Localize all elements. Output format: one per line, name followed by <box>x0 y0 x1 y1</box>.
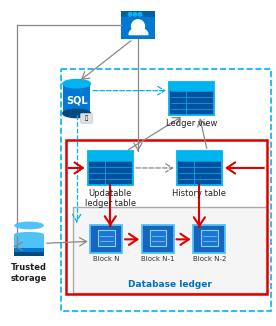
FancyBboxPatch shape <box>14 234 44 248</box>
FancyBboxPatch shape <box>98 230 115 246</box>
Ellipse shape <box>14 232 44 237</box>
Text: History table: History table <box>172 189 226 198</box>
Ellipse shape <box>63 109 91 118</box>
FancyBboxPatch shape <box>121 11 155 39</box>
Ellipse shape <box>63 80 91 88</box>
Circle shape <box>133 13 137 16</box>
Text: Updatable
ledger table: Updatable ledger table <box>85 189 136 208</box>
Circle shape <box>128 13 132 16</box>
Text: Ledger view: Ledger view <box>166 119 217 128</box>
FancyBboxPatch shape <box>14 242 44 256</box>
Text: Block N-1: Block N-1 <box>141 256 174 262</box>
FancyBboxPatch shape <box>142 226 174 253</box>
Ellipse shape <box>14 240 44 245</box>
FancyBboxPatch shape <box>73 207 267 293</box>
Text: SQL: SQL <box>66 96 87 106</box>
Ellipse shape <box>14 236 44 241</box>
FancyBboxPatch shape <box>63 84 91 113</box>
Text: Block N-2: Block N-2 <box>193 256 226 262</box>
FancyBboxPatch shape <box>81 113 92 123</box>
FancyBboxPatch shape <box>121 11 155 17</box>
FancyBboxPatch shape <box>169 82 214 91</box>
FancyBboxPatch shape <box>177 151 222 185</box>
FancyBboxPatch shape <box>177 151 222 160</box>
Text: Trusted
storage: Trusted storage <box>11 263 47 283</box>
FancyBboxPatch shape <box>150 230 166 246</box>
FancyBboxPatch shape <box>14 238 44 252</box>
FancyBboxPatch shape <box>169 82 214 115</box>
Ellipse shape <box>14 222 44 230</box>
FancyBboxPatch shape <box>87 151 133 185</box>
FancyBboxPatch shape <box>91 226 122 253</box>
Text: Database ledger: Database ledger <box>128 280 212 289</box>
Text: Block N: Block N <box>93 256 120 262</box>
FancyBboxPatch shape <box>193 226 225 253</box>
Circle shape <box>132 20 144 33</box>
Text: 🔑: 🔑 <box>85 116 88 121</box>
Circle shape <box>138 13 142 16</box>
FancyBboxPatch shape <box>201 230 217 246</box>
FancyBboxPatch shape <box>87 151 133 160</box>
